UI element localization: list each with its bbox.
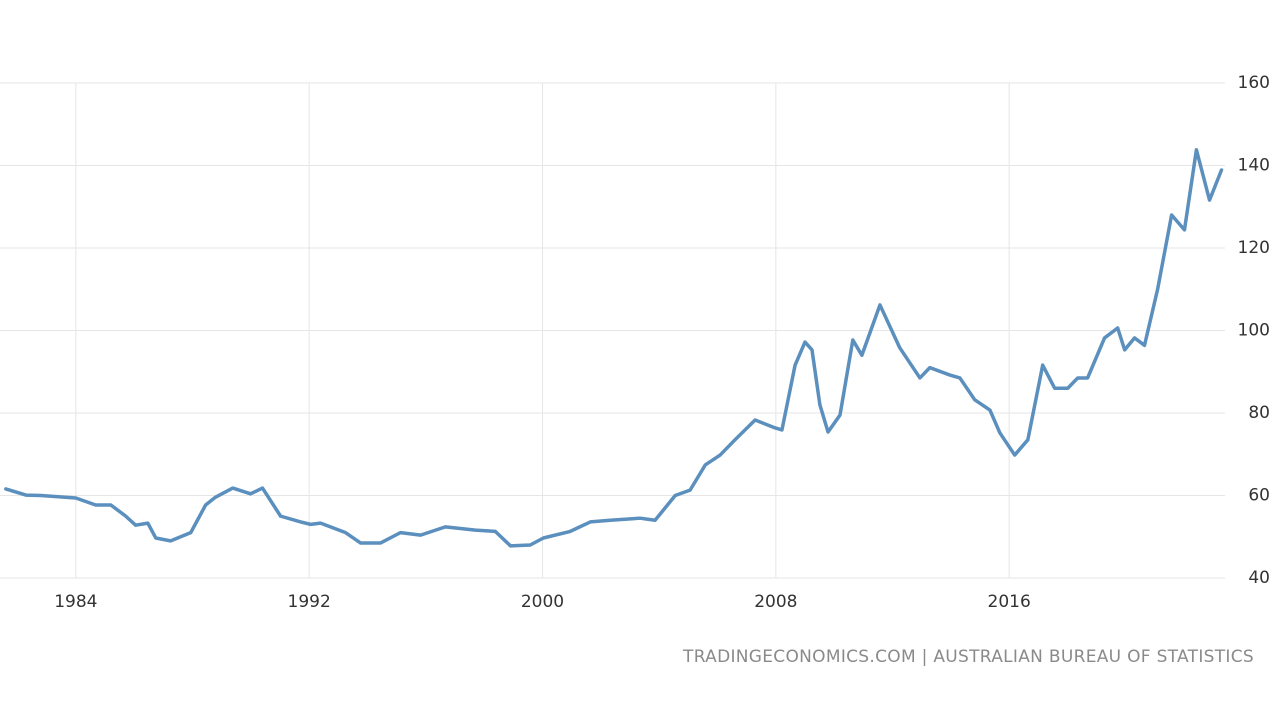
- x-tick-label: 2000: [521, 592, 564, 612]
- x-tick-label: 2016: [988, 592, 1031, 612]
- y-tick-label: 100: [1238, 321, 1270, 341]
- y-tick-label: 40: [1248, 568, 1270, 588]
- y-tick-label: 60: [1248, 486, 1270, 506]
- y-tick-label: 80: [1248, 403, 1270, 423]
- source: TRADINGECONOMICS.COM | AUSTRALIAN BUREAU…: [682, 647, 1254, 667]
- x-tick-label: 2008: [754, 592, 797, 612]
- y-tick-label: 120: [1238, 238, 1270, 258]
- x-tick-label: 1992: [288, 592, 331, 612]
- y-tick-label: 160: [1238, 73, 1270, 93]
- data-line: [4, 148, 1224, 548]
- x-tick-label: 1984: [54, 592, 97, 612]
- y-tick-label: 140: [1238, 156, 1270, 176]
